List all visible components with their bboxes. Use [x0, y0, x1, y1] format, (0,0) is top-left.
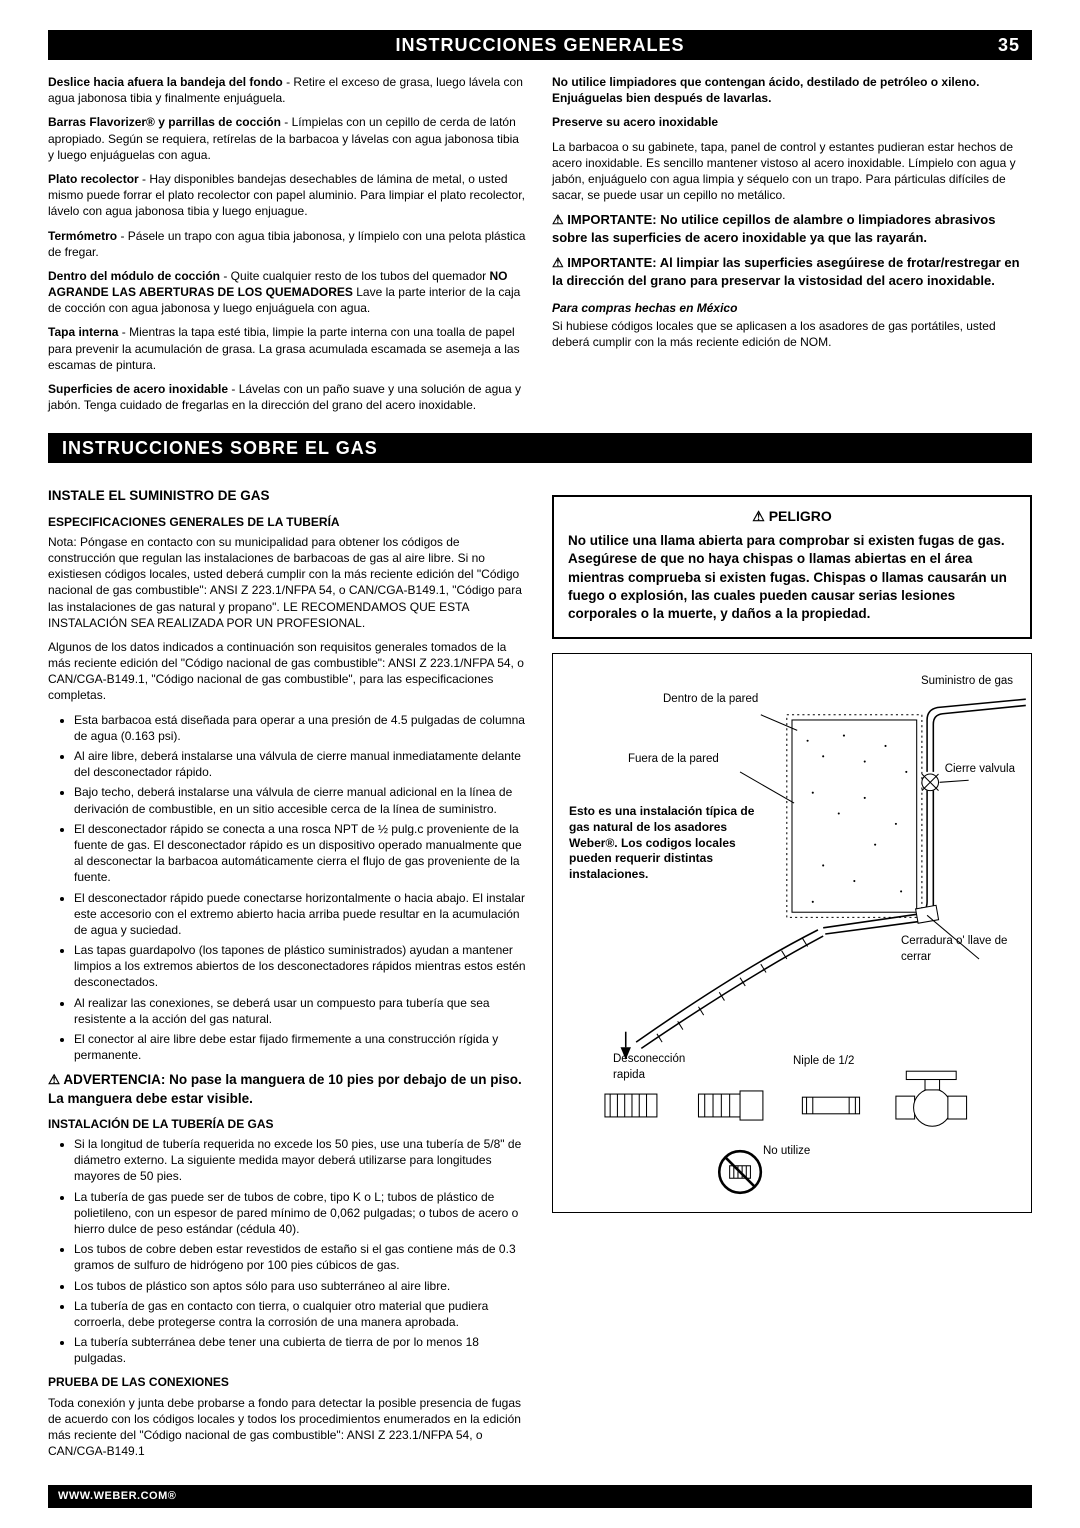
list-item: Los tubos de plástico son aptos sólo par…	[74, 1278, 528, 1294]
gas-sub1: ESPECIFICACIONES GENERALES DE LA TUBERÍA	[48, 514, 528, 530]
tr-p1: No utilice limpiadores que contengan áci…	[552, 74, 1032, 106]
diagram-note: Esto es una instalación típica de gas na…	[569, 804, 769, 882]
tr-imp1: IMPORTANTE: No utilice cepillos de alamb…	[552, 211, 1032, 246]
danger-title: PELIGRO	[568, 507, 1016, 526]
gas-warn1: ADVERTENCIA: No pase la manguera de 10 p…	[48, 1071, 528, 1107]
list-item: Al aire libre, deberá instalarse una vál…	[74, 748, 528, 780]
tl-p4: Dentro del módulo de cocción - Quite cua…	[48, 268, 528, 317]
tl-p0: Deslice hacia afuera la bandeja del fond…	[48, 74, 528, 106]
gas-bullets1: Esta barbacoa está diseñada para operar …	[48, 712, 528, 1064]
tl-p3: Termómetro - Pásele un trapo con agua ti…	[48, 228, 528, 260]
label-outside: Fuera de la pared	[628, 752, 719, 768]
list-item: Al realizar las conexiones, se deberá us…	[74, 995, 528, 1027]
header-title-1: INSTRUCCIONES GENERALES	[395, 33, 684, 57]
gas-right-col: PELIGRO No utilice una llama abierta par…	[552, 477, 1032, 1467]
tr-mex-body: Si hubiese códigos locales que se aplica…	[552, 318, 1032, 350]
list-item: Bajo techo, deberá instalarse una válvul…	[74, 784, 528, 816]
list-item: Esta barbacoa está diseñada para operar …	[74, 712, 528, 744]
gas-sub3: PRUEBA DE LAS CONEXIONES	[48, 1374, 528, 1390]
danger-body: No utilice una llama abierta para compro…	[568, 532, 1016, 623]
header-title-2: INSTRUCCIONES SOBRE EL GAS	[62, 436, 378, 460]
tl-p2: Plato recolector - Hay disponibles bande…	[48, 171, 528, 220]
label-supply: Suministro de gas	[921, 674, 1013, 690]
top-left-col: Deslice hacia afuera la bandeja del fond…	[48, 74, 528, 421]
top-right-col: No utilice limpiadores que contengan áci…	[552, 74, 1032, 421]
gas-left-col: INSTALE EL SUMINISTRO DE GAS ESPECIFICAC…	[48, 477, 528, 1467]
label-quick: Desconección rapida	[613, 1052, 703, 1083]
list-item: El desconectador rápido puede conectarse…	[74, 890, 528, 939]
tr-mex-head: Para compras hechas en México	[552, 300, 1032, 316]
label-inside: Dentro de la pared	[663, 692, 758, 708]
list-item: La tubería de gas en contacto con tierra…	[74, 1298, 528, 1330]
tr-p3: La barbacoa o su gabinete, tapa, panel d…	[552, 139, 1032, 204]
tl-p1: Barras Flavorizer® y parrillas de cocció…	[48, 114, 528, 163]
gas-sub2: INSTALACIÓN DE LA TUBERÍA DE GAS	[48, 1116, 528, 1132]
list-item: El conector al aire libre debe estar fij…	[74, 1031, 528, 1063]
gas-bullets2: Si la longitud de tubería requerida no e…	[48, 1136, 528, 1366]
top-columns: Deslice hacia afuera la bandeja del fond…	[48, 74, 1032, 421]
tr-imp2: IMPORTANTE: Al limpiar las superficies a…	[552, 254, 1032, 289]
label-valve: Cierre valvula	[945, 762, 1015, 778]
list-item: Las tapas guardapolvo (los tapones de pl…	[74, 942, 528, 991]
list-item: Los tubos de cobre deben estar revestido…	[74, 1241, 528, 1273]
header-bar-2: INSTRUCCIONES SOBRE EL GAS	[48, 433, 1032, 463]
list-item: Si la longitud de tubería requerida no e…	[74, 1136, 528, 1185]
label-nipple: Niple de 1/2	[793, 1054, 854, 1070]
footer-url: WWW.WEBER.COM®	[58, 1490, 176, 1502]
label-lock: Cerradura o' llave de cerrar	[901, 934, 1011, 965]
gas-p3: Toda conexión y junta debe probarse a fo…	[48, 1395, 528, 1460]
diagram-box: Dentro de la pared Fuera de la pared Sum…	[552, 653, 1032, 1213]
tl-p5: Tapa interna - Mientras la tapa esté tib…	[48, 324, 528, 373]
bottom-columns: INSTALE EL SUMINISTRO DE GAS ESPECIFICAC…	[48, 477, 1032, 1467]
list-item: La tubería de gas puede ser de tubos de …	[74, 1189, 528, 1238]
list-item: El desconectador rápido se conecta a una…	[74, 821, 528, 886]
list-item: La tubería subterránea debe tener una cu…	[74, 1334, 528, 1366]
danger-box: PELIGRO No utilice una llama abierta par…	[552, 495, 1032, 639]
label-no: No utilize	[763, 1144, 810, 1160]
gas-p1: Nota: Póngase en contacto con su municip…	[48, 534, 528, 631]
gas-p2: Algunos de los datos indicados a continu…	[48, 639, 528, 704]
tl-p6: Superficies de acero inoxidable - Lávela…	[48, 381, 528, 413]
gas-head1: INSTALE EL SUMINISTRO DE GAS	[48, 487, 528, 505]
footer-bar: WWW.WEBER.COM®	[48, 1485, 1032, 1508]
header-bar-1: INSTRUCCIONES GENERALES 35	[48, 30, 1032, 60]
tr-p2: Preserve su acero inoxidable	[552, 114, 1032, 130]
page-number: 35	[998, 33, 1020, 57]
gas-diagram	[553, 654, 1031, 1212]
